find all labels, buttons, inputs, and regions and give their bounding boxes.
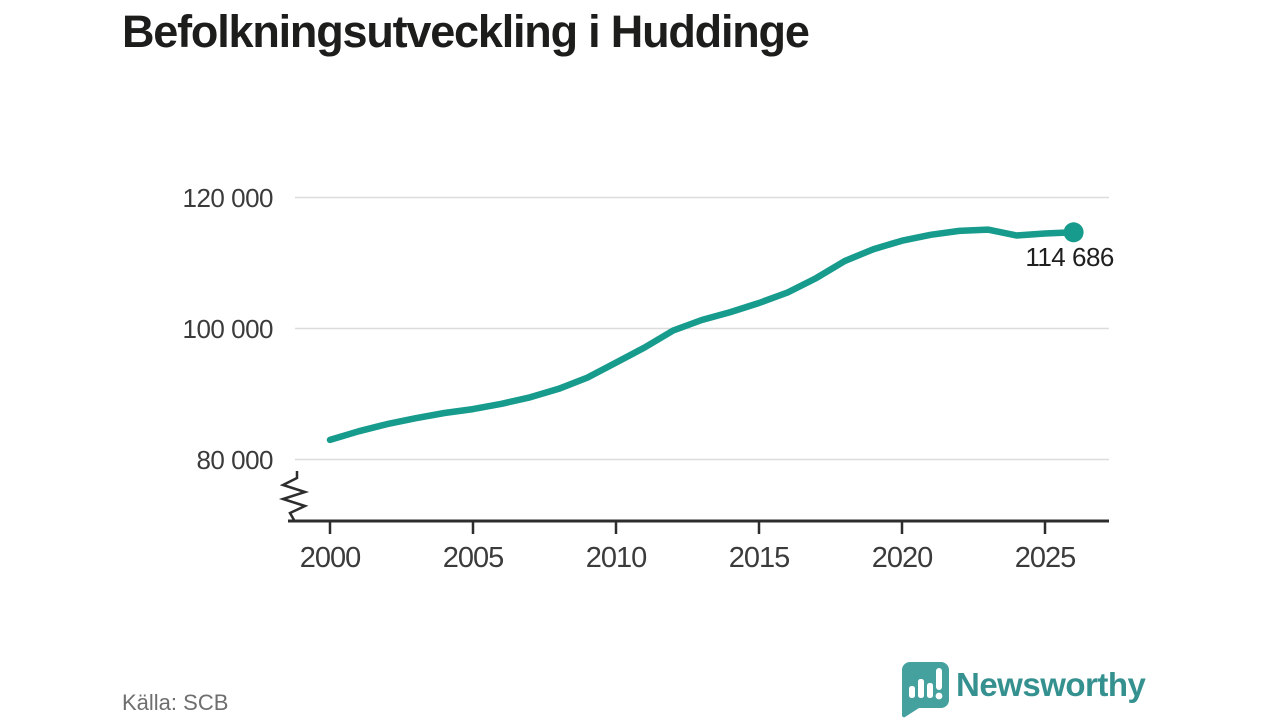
x-axis-label-2020: 2020 xyxy=(871,542,934,574)
logo-bar-chart-glyph xyxy=(909,668,943,700)
y-axis-label-100000: 100 000 xyxy=(182,313,274,344)
end-point-dot xyxy=(1063,222,1084,243)
x-axis-label-2025: 2025 xyxy=(1014,542,1077,574)
latest-value-label: 114 686 xyxy=(1025,242,1114,273)
population-line xyxy=(326,226,1077,444)
y-axis-label-80000: 80 000 xyxy=(196,444,273,475)
axis-break-icon xyxy=(278,471,310,521)
x-axis-label-2005: 2005 xyxy=(442,542,505,574)
y-axis-label-120000: 120 000 xyxy=(182,182,274,213)
x-axis-label-2010: 2010 xyxy=(585,542,648,574)
newsworthy-logo: Newsworthy xyxy=(898,660,1158,718)
x-axis-label-2000: 2000 xyxy=(299,542,362,574)
source-credit: Källa: SCB xyxy=(122,690,229,715)
newsworthy-wordmark: Newsworthy xyxy=(956,666,1146,703)
newsworthy-logo-icon xyxy=(901,662,949,718)
x-axis-label-2015: 2015 xyxy=(728,542,791,574)
chart-title: Befolkningsutveckling i Huddinge xyxy=(122,6,810,57)
